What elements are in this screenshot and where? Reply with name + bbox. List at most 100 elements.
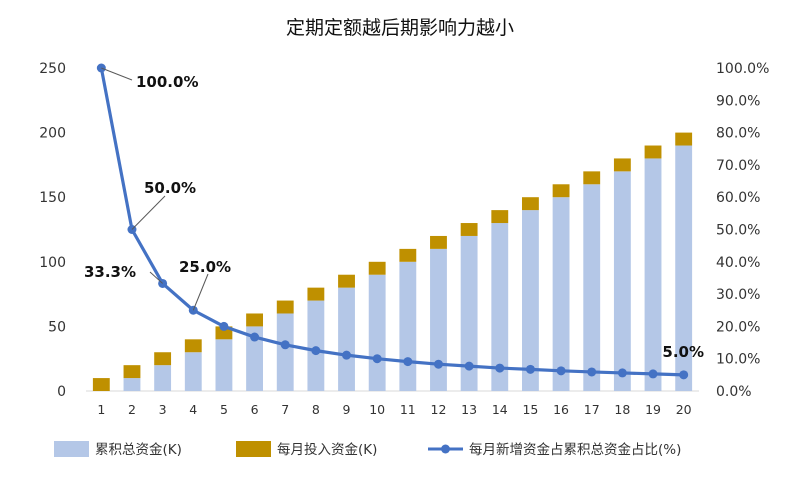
ratio-point	[464, 361, 474, 371]
bar-monthly	[307, 287, 325, 301]
bar-monthly	[246, 313, 264, 327]
data-label: 25.0%	[179, 258, 231, 276]
bar-monthly	[276, 300, 294, 314]
bar-monthly	[368, 261, 386, 275]
chart-title: 定期定额越后期影响力越小	[286, 17, 514, 39]
bar-total	[307, 300, 325, 391]
bar-total	[521, 210, 539, 391]
x-tick-label: 5	[220, 402, 228, 417]
bar-monthly	[399, 248, 417, 262]
bar-monthly	[184, 339, 202, 353]
legend-label-ratio: 每月新增资金占累积总资金占比(%)	[469, 442, 681, 458]
x-tick-label: 14	[492, 402, 508, 417]
ratio-point	[648, 369, 658, 379]
bar-total	[215, 339, 233, 391]
bar-monthly	[613, 158, 631, 172]
legend-label-monthly: 每月投入资金(K)	[277, 442, 377, 458]
y-left-tick-label: 50	[48, 319, 66, 335]
x-tick-label: 20	[676, 402, 692, 417]
ratio-point	[679, 370, 689, 380]
bar-monthly	[460, 223, 478, 236]
bar-monthly	[154, 352, 172, 366]
data-label-leader	[192, 273, 209, 311]
y-left-tick-label: 0	[57, 384, 66, 400]
x-tick-label: 17	[584, 402, 600, 417]
y-right-tick-label: 20.0%	[716, 319, 760, 335]
x-tick-label: 10	[369, 402, 385, 417]
x-tick-label: 16	[553, 402, 569, 417]
bar-monthly	[92, 378, 110, 391]
ratio-point	[587, 367, 597, 377]
bar-total	[184, 352, 202, 391]
bar-total	[491, 223, 509, 391]
bar-monthly	[123, 365, 141, 379]
ratio-point	[495, 363, 505, 373]
bar-total	[276, 313, 294, 391]
x-tick-label: 7	[281, 402, 289, 417]
data-label: 33.3%	[84, 263, 136, 281]
legend-label-total: 累积总资金(K)	[95, 442, 182, 458]
ratio-point	[403, 357, 413, 367]
legend-swatch-ratio-point	[441, 444, 450, 454]
ratio-line-path	[99, 67, 684, 377]
x-tick-label: 1	[97, 402, 105, 417]
x-tick-label: 19	[645, 402, 661, 417]
bar-total	[583, 184, 601, 391]
bar-total	[154, 365, 172, 391]
ratio-point	[556, 366, 566, 376]
bar-monthly	[430, 235, 447, 249]
bar-total	[430, 248, 447, 391]
bar-monthly	[644, 145, 662, 159]
ratio-point	[280, 340, 290, 350]
y-left-tick-label: 100	[39, 255, 66, 271]
bar-total	[552, 197, 570, 391]
legend: 累积总资金(K) 每月投入资金(K) 每月新增资金占累积总资金占比(%)	[54, 441, 681, 458]
x-tick-label: 15	[522, 402, 538, 417]
ratio-point	[250, 332, 260, 342]
y-right-tick-label: 70.0%	[716, 158, 760, 174]
y-left-tick-label: 250	[39, 61, 66, 77]
bar-total	[460, 235, 478, 391]
bar-total	[246, 326, 264, 391]
legend-swatch-monthly	[236, 441, 271, 457]
x-tick-label: 18	[614, 402, 630, 417]
x-tick-label: 11	[400, 402, 416, 417]
bar-total	[123, 378, 141, 391]
y-left-tick-label: 200	[39, 126, 66, 142]
x-tick-label: 8	[312, 402, 320, 417]
x-tick-label: 13	[461, 402, 477, 417]
y-right-tick-label: 40.0%	[716, 255, 760, 271]
ratio-point	[617, 368, 627, 378]
bar-total	[644, 158, 662, 391]
axes: 0 50 100 150 200 250 0.0% 10.0% 20.0% 30.0% 40.0% 5…	[39, 61, 769, 417]
ratio-point	[372, 354, 382, 364]
data-label-leader	[101, 67, 133, 81]
bar-monthly	[675, 132, 693, 146]
ratio-point	[342, 350, 352, 360]
data-labels: 100.0% 50.0% 33.3% 25.0% 5.0%	[84, 67, 704, 361]
y-right-tick-label: 100.0%	[716, 61, 769, 77]
bar-monthly	[552, 184, 570, 198]
x-tick-label: 6	[251, 402, 259, 417]
data-label: 50.0%	[144, 179, 196, 197]
ratio-point	[311, 346, 321, 356]
y-right-tick-label: 90.0%	[716, 93, 760, 109]
y-right-tick-label: 60.0%	[716, 190, 760, 206]
bars	[92, 132, 693, 391]
data-label-leader	[149, 271, 163, 284]
bar-total	[368, 274, 386, 391]
x-tick-label: 3	[159, 402, 167, 417]
bar-total	[399, 261, 417, 391]
y-right-tick-label: 0.0%	[716, 384, 752, 400]
bar-monthly	[521, 197, 539, 211]
y-right-tick-label: 80.0%	[716, 126, 760, 142]
bar-monthly	[215, 326, 233, 340]
y-left-tick-label: 150	[39, 190, 66, 206]
y-right-tick-label: 10.0%	[716, 352, 760, 368]
bar-monthly	[491, 210, 509, 224]
x-tick-label: 2	[128, 402, 136, 417]
bar-monthly	[583, 171, 601, 185]
x-tick-label: 9	[343, 402, 351, 417]
bar-total	[613, 171, 631, 391]
